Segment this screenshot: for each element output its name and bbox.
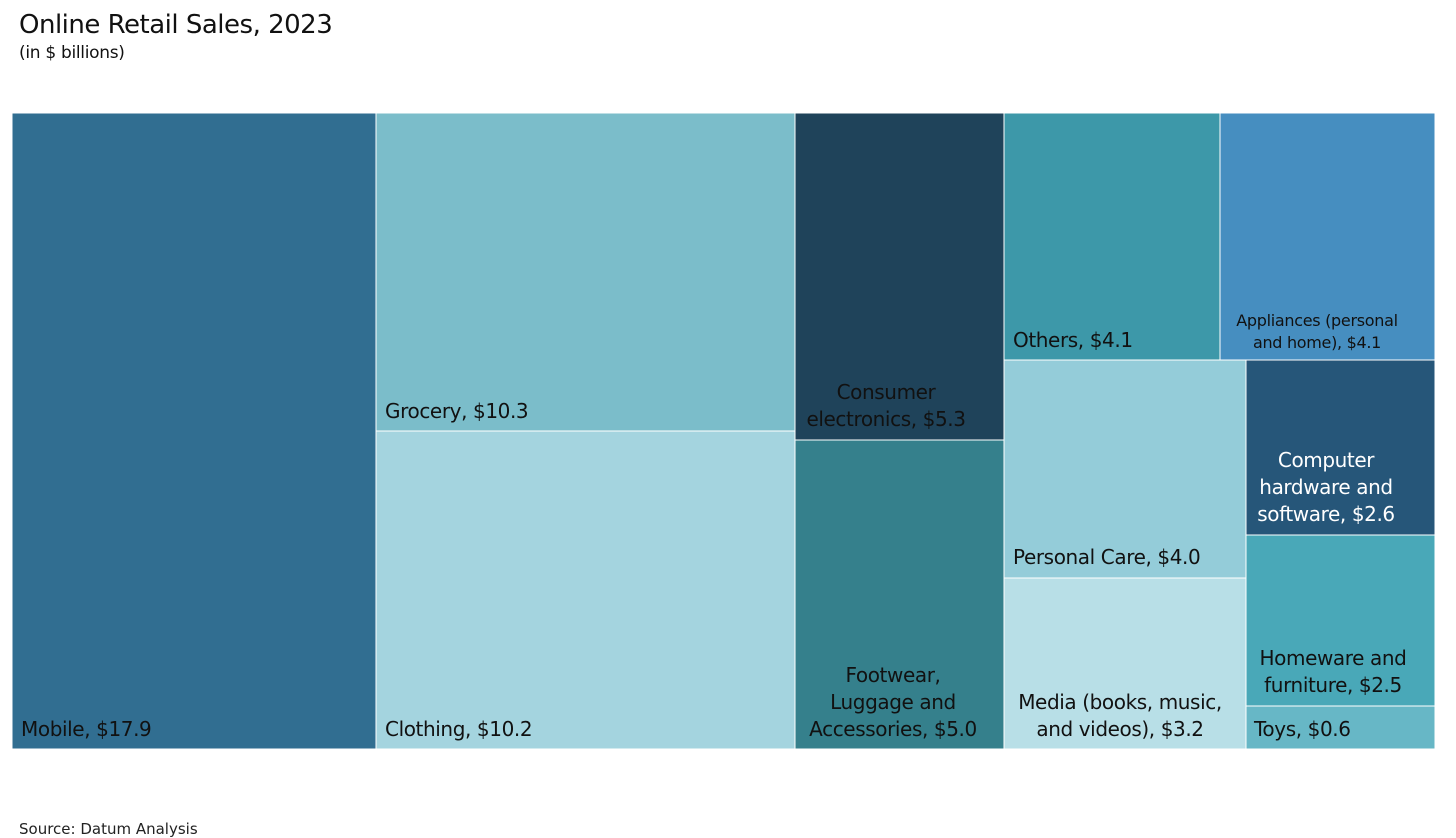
tile-rect-clothing — [375, 430, 796, 750]
tile-media-books-music-and-videos: Media (books, music, and videos), $3.2 — [1003, 577, 1247, 750]
tile-grocery: Grocery, $10.3 — [375, 112, 796, 432]
tile-label-line: Toys, $0.6 — [1253, 717, 1351, 741]
tile-rect-footwear-luggage-and-accessories — [794, 439, 1005, 750]
tile-label-homeware-and-furniture: Homeware and furniture, $2.5 — [1260, 646, 1407, 697]
chart-subtitle: (in $ billions) — [19, 43, 125, 63]
tile-label-line: furniture, $2.5 — [1264, 673, 1402, 697]
tile-label-mobile: Mobile, $17.9 — [21, 717, 151, 741]
tile-label-line: Appliances (personal — [1236, 311, 1398, 330]
tile-label-footwear-luggage-and-accessories: Footwear, Luggage and Accessories, $5.0 — [809, 663, 977, 741]
tile-label-line: Homeware and — [1260, 646, 1407, 670]
tile-label-line: electronics, $5.3 — [806, 407, 965, 431]
tile-rect-grocery — [375, 112, 796, 432]
tile-label-line: Consumer — [837, 380, 937, 404]
tile-label-line: Media (books, music, — [1018, 690, 1222, 714]
chart-title: Online Retail Sales, 2023 — [19, 10, 333, 40]
tile-mobile: Mobile, $17.9 — [11, 112, 377, 750]
tile-label-line: and videos), $3.2 — [1036, 717, 1203, 741]
tile-consumer-electronics: Consumer electronics, $5.3 — [794, 112, 1005, 441]
tile-label-personal-care: Personal Care, $4.0 — [1013, 545, 1200, 569]
tile-others: Others, $4.1 — [1003, 112, 1221, 361]
tile-rect-consumer-electronics — [794, 112, 1005, 441]
tile-toys: Toys, $0.6 — [1245, 705, 1436, 750]
tile-label-computer-hardware-and-software: Computer hardware and software, $2.6 — [1257, 448, 1395, 526]
tile-label-line: Computer — [1278, 448, 1375, 472]
tile-rect-computer-hardware-and-software — [1245, 359, 1436, 536]
tile-homeware-and-furniture: Homeware and furniture, $2.5 — [1245, 534, 1436, 707]
tile-label-line: Grocery, $10.3 — [385, 399, 528, 423]
source-note: Source: Datum Analysis — [19, 820, 198, 838]
tile-label-line: Luggage and — [830, 690, 956, 714]
tile-computer-hardware-and-software: Computer hardware and software, $2.6 — [1245, 359, 1436, 536]
tile-label-line: Mobile, $17.9 — [21, 717, 151, 741]
tile-rect-personal-care — [1003, 359, 1247, 579]
tile-label-grocery: Grocery, $10.3 — [385, 399, 528, 423]
tile-label-line: Personal Care, $4.0 — [1013, 545, 1200, 569]
tile-rect-mobile — [11, 112, 377, 750]
tile-label-consumer-electronics: Consumer electronics, $5.3 — [806, 380, 965, 431]
tile-label-toys: Toys, $0.6 — [1253, 717, 1351, 741]
tile-label-media-books-music-and-videos: Media (books, music, and videos), $3.2 — [1018, 690, 1222, 741]
tile-appliances-personal-and-home: Appliances (personal and home), $4.1 — [1219, 112, 1436, 361]
tile-label-line: Others, $4.1 — [1013, 328, 1133, 352]
tile-rect-toys — [1245, 705, 1436, 750]
tile-rect-others — [1003, 112, 1221, 361]
tile-label-clothing: Clothing, $10.2 — [385, 717, 532, 741]
tile-personal-care: Personal Care, $4.0 — [1003, 359, 1247, 579]
tile-label-line: Footwear, — [845, 663, 940, 687]
tile-rect-homeware-and-furniture — [1245, 534, 1436, 707]
tile-label-line: software, $2.6 — [1257, 502, 1395, 526]
tile-rect-appliances-personal-and-home — [1219, 112, 1436, 361]
tile-clothing: Clothing, $10.2 — [375, 430, 796, 750]
tile-label-line: Accessories, $5.0 — [809, 717, 977, 741]
tile-label-line: Clothing, $10.2 — [385, 717, 532, 741]
tile-label-line: and home), $4.1 — [1253, 333, 1381, 352]
tile-label-line: hardware and — [1259, 475, 1392, 499]
tile-rect-media-books-music-and-videos — [1003, 577, 1247, 750]
tile-label-appliances-personal-and-home: Appliances (personal and home), $4.1 — [1236, 311, 1398, 352]
tile-footwear-luggage-and-accessories: Footwear, Luggage and Accessories, $5.0 — [794, 439, 1005, 750]
tile-label-others: Others, $4.1 — [1013, 328, 1133, 352]
